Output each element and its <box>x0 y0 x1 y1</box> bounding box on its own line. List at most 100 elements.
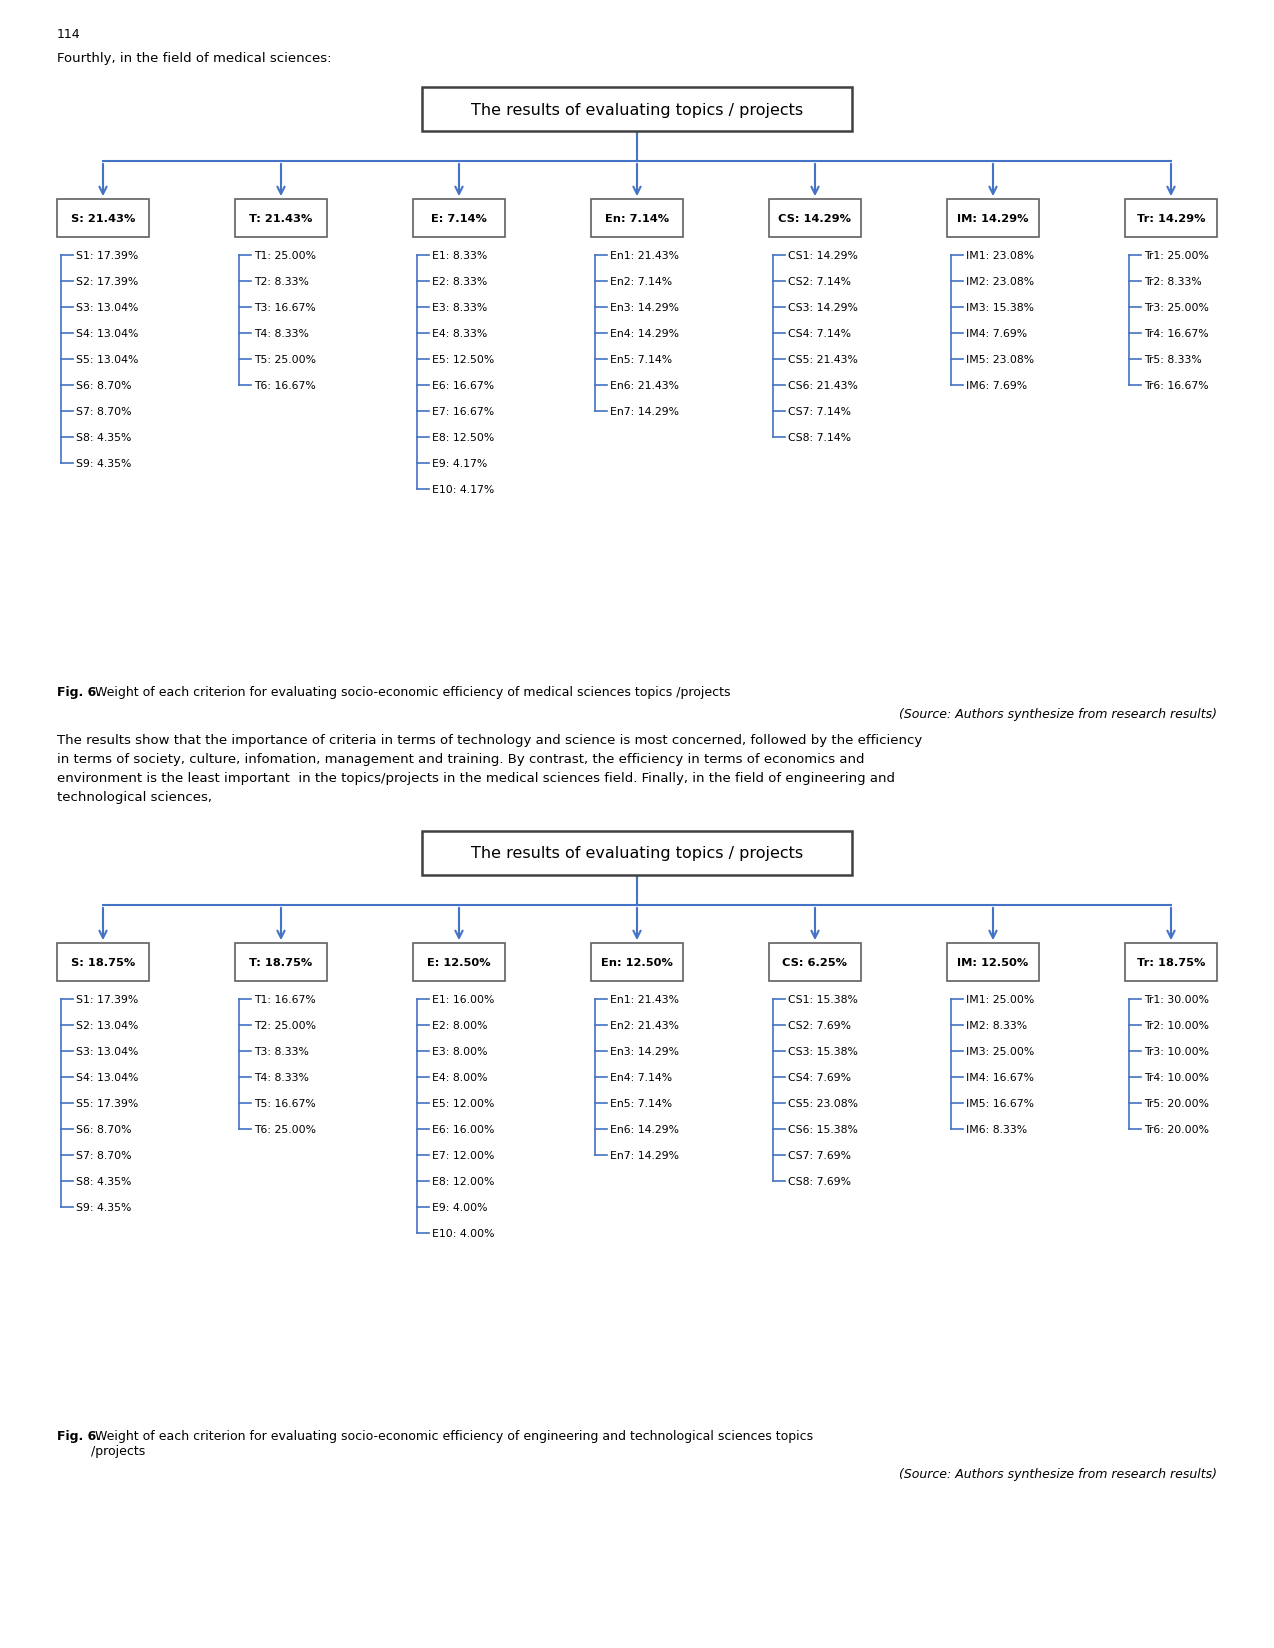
Text: Weight of each criterion for evaluating socio-economic efficiency of medical sci: Weight of each criterion for evaluating … <box>90 686 730 699</box>
Text: S7: 8.70%: S7: 8.70% <box>76 407 131 417</box>
Text: T6: 16.67%: T6: 16.67% <box>254 381 316 391</box>
FancyBboxPatch shape <box>1125 199 1217 237</box>
Text: E: 7.14%: E: 7.14% <box>431 214 487 224</box>
Text: CS3: 14.29%: CS3: 14.29% <box>789 303 857 313</box>
Text: CS7: 7.69%: CS7: 7.69% <box>789 1150 851 1160</box>
Text: CS: 6.25%: CS: 6.25% <box>782 957 847 967</box>
Text: T4: 8.33%: T4: 8.33% <box>254 330 308 339</box>
Text: CS5: 23.08%: CS5: 23.08% <box>789 1098 857 1109</box>
Text: E8: 12.00%: E8: 12.00% <box>432 1177 494 1187</box>
Text: S1: 17.39%: S1: 17.39% <box>76 250 139 260</box>
Text: CS1: 15.38%: CS1: 15.38% <box>789 994 857 1004</box>
Text: S8: 4.35%: S8: 4.35% <box>76 1177 131 1187</box>
Text: Tr: 18.75%: Tr: 18.75% <box>1136 957 1205 967</box>
Text: E4: 8.33%: E4: 8.33% <box>432 330 487 339</box>
Text: E3: 8.33%: E3: 8.33% <box>432 303 487 313</box>
Text: CS4: 7.14%: CS4: 7.14% <box>789 330 851 339</box>
Text: En4: 14.29%: En4: 14.29% <box>610 330 679 339</box>
Text: Tr4: 10.00%: Tr4: 10.00% <box>1144 1073 1209 1083</box>
Text: En2: 21.43%: En2: 21.43% <box>610 1020 679 1030</box>
Text: IM1: 25.00%: IM1: 25.00% <box>966 994 1034 1004</box>
Text: Tr5: 8.33%: Tr5: 8.33% <box>1144 354 1201 364</box>
Text: CS5: 21.43%: CS5: 21.43% <box>789 354 857 364</box>
Text: T5: 25.00%: T5: 25.00% <box>254 354 316 364</box>
Text: S7: 8.70%: S7: 8.70% <box>76 1150 131 1160</box>
Text: S1: 17.39%: S1: 17.39% <box>76 994 139 1004</box>
Text: IM3: 15.38%: IM3: 15.38% <box>966 303 1034 313</box>
Text: Fig. 6.: Fig. 6. <box>57 686 101 699</box>
Text: IM5: 16.67%: IM5: 16.67% <box>966 1098 1034 1109</box>
Text: S: 21.43%: S: 21.43% <box>71 214 135 224</box>
FancyBboxPatch shape <box>591 943 683 982</box>
Text: CS2: 7.14%: CS2: 7.14% <box>789 277 851 287</box>
Text: E6: 16.67%: E6: 16.67% <box>432 381 494 391</box>
Text: Tr6: 20.00%: Tr6: 20.00% <box>1144 1124 1209 1134</box>
Text: CS3: 15.38%: CS3: 15.38% <box>789 1046 857 1056</box>
Text: technological sciences,: technological sciences, <box>57 791 211 804</box>
Text: E10: 4.00%: E10: 4.00% <box>432 1228 494 1238</box>
Text: Tr4: 16.67%: Tr4: 16.67% <box>1144 330 1209 339</box>
Text: 114: 114 <box>57 28 80 41</box>
Text: E1: 8.33%: E1: 8.33% <box>432 250 487 260</box>
FancyBboxPatch shape <box>769 943 861 982</box>
Text: En5: 7.14%: En5: 7.14% <box>610 354 673 364</box>
Text: En7: 14.29%: En7: 14.29% <box>610 1150 679 1160</box>
FancyBboxPatch shape <box>1125 943 1217 982</box>
Text: S6: 8.70%: S6: 8.70% <box>76 1124 131 1134</box>
FancyBboxPatch shape <box>947 943 1040 982</box>
Text: Fourthly, in the field of medical sciences:: Fourthly, in the field of medical scienc… <box>57 53 331 64</box>
Text: (Source: Authors synthesize from research results): (Source: Authors synthesize from researc… <box>899 1467 1217 1480</box>
Text: T1: 16.67%: T1: 16.67% <box>254 994 316 1004</box>
Text: IM4: 7.69%: IM4: 7.69% <box>966 330 1027 339</box>
Text: Tr5: 20.00%: Tr5: 20.00% <box>1144 1098 1209 1109</box>
Text: S4: 13.04%: S4: 13.04% <box>76 1073 139 1083</box>
Text: E1: 16.00%: E1: 16.00% <box>432 994 494 1004</box>
Text: The results of evaluating topics / projects: The results of evaluating topics / proje… <box>471 102 803 117</box>
Text: T: 21.43%: T: 21.43% <box>250 214 312 224</box>
FancyBboxPatch shape <box>591 199 683 237</box>
Text: CS2: 7.69%: CS2: 7.69% <box>789 1020 851 1030</box>
Text: E9: 4.00%: E9: 4.00% <box>432 1203 488 1213</box>
Text: En: 7.14%: En: 7.14% <box>605 214 669 224</box>
FancyBboxPatch shape <box>422 87 852 132</box>
Text: IM6: 8.33%: IM6: 8.33% <box>966 1124 1027 1134</box>
Text: in terms of society, culture, infomation, management and training. By contrast, : in terms of society, culture, infomation… <box>57 753 865 766</box>
Text: S6: 8.70%: S6: 8.70% <box>76 381 131 391</box>
Text: E3: 8.00%: E3: 8.00% <box>432 1046 488 1056</box>
Text: IM1: 23.08%: IM1: 23.08% <box>966 250 1034 260</box>
Text: S5: 17.39%: S5: 17.39% <box>76 1098 139 1109</box>
Text: En1: 21.43%: En1: 21.43% <box>610 250 679 260</box>
Text: CS1: 14.29%: CS1: 14.29% <box>789 250 857 260</box>
Text: T: 18.75%: T: 18.75% <box>250 957 312 967</box>
Text: Tr: 14.29%: Tr: 14.29% <box>1136 214 1205 224</box>
Text: E9: 4.17%: E9: 4.17% <box>432 458 487 468</box>
FancyBboxPatch shape <box>769 199 861 237</box>
Text: S3: 13.04%: S3: 13.04% <box>76 303 139 313</box>
Text: S9: 4.35%: S9: 4.35% <box>76 1203 131 1213</box>
Text: E7: 12.00%: E7: 12.00% <box>432 1150 494 1160</box>
FancyBboxPatch shape <box>234 199 327 237</box>
Text: CS4: 7.69%: CS4: 7.69% <box>789 1073 851 1083</box>
Text: En3: 14.29%: En3: 14.29% <box>610 303 679 313</box>
Text: S2: 13.04%: S2: 13.04% <box>76 1020 139 1030</box>
Text: En4: 7.14%: En4: 7.14% <box>610 1073 673 1083</box>
Text: IM2: 23.08%: IM2: 23.08% <box>966 277 1034 287</box>
Text: S5: 13.04%: S5: 13.04% <box>76 354 139 364</box>
Text: E2: 8.00%: E2: 8.00% <box>432 1020 488 1030</box>
Text: T1: 25.00%: T1: 25.00% <box>254 250 316 260</box>
Text: Tr2: 10.00%: Tr2: 10.00% <box>1144 1020 1209 1030</box>
Text: IM: 12.50%: IM: 12.50% <box>957 957 1028 967</box>
Text: En: 12.50%: En: 12.50% <box>601 957 673 967</box>
Text: E5: 12.50%: E5: 12.50% <box>432 354 494 364</box>
FancyBboxPatch shape <box>413 199 505 237</box>
Text: E8: 12.50%: E8: 12.50% <box>432 433 494 443</box>
Text: S8: 4.35%: S8: 4.35% <box>76 433 131 443</box>
Text: T5: 16.67%: T5: 16.67% <box>254 1098 316 1109</box>
Text: IM: 14.29%: IM: 14.29% <box>957 214 1028 224</box>
Text: S2: 17.39%: S2: 17.39% <box>76 277 139 287</box>
Text: Fig. 6.: Fig. 6. <box>57 1429 101 1442</box>
Text: IM4: 16.67%: IM4: 16.67% <box>966 1073 1034 1083</box>
Text: T2: 25.00%: T2: 25.00% <box>254 1020 316 1030</box>
Text: IM6: 7.69%: IM6: 7.69% <box>966 381 1027 391</box>
FancyBboxPatch shape <box>234 943 327 982</box>
